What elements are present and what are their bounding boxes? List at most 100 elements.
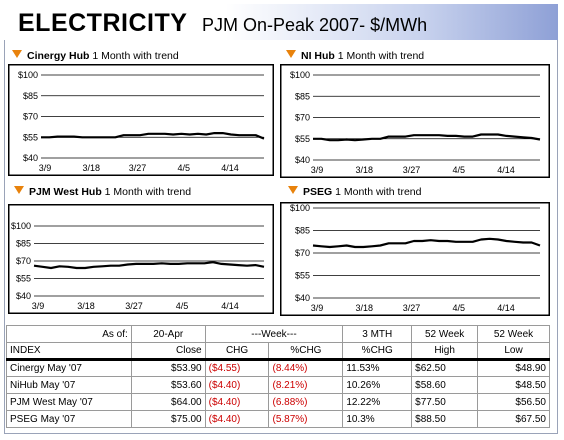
y-tick-label: $55 [23,132,38,142]
index-name: PJM West May '07 [6,393,132,411]
y-tick-label: $85 [16,239,31,249]
chart-hub-name: PJM West Hub [29,186,102,198]
x-tick-label: 3/18 [355,303,373,313]
week-pct-chg: (5.87%) [268,410,344,428]
x-tick-label: 3/18 [355,165,373,175]
ni-hub-chart: $40 $55 $70 $85 $100 3/9 3/18 3/27 4/5 4/14 [280,64,550,178]
price-series-line [313,133,541,142]
three-month-pct-chg: 12.22% [342,393,413,411]
column-header: Low [477,342,550,361]
cinergy-hub-chart: $40 $55 $70 $85 $100 3/9 3/18 3/27 4/5 4/14 [8,64,274,176]
column-header: %CHG [342,342,413,361]
table-row: Cinergy May '07 $53.90 ($4.55) (8.44%) 1… [6,359,550,377]
price-series-line [33,261,265,270]
x-tick-label: 4/5 [177,163,190,173]
x-tick-label: 4/14 [221,301,239,311]
three-month-pct-chg: 10.3% [342,410,413,428]
y-tick-label: $85 [23,91,38,101]
x-tick-label: 3/18 [82,163,100,173]
week-pct-chg: (6.88%) [268,393,344,411]
fifty-two-week-low: $48.90 [477,359,550,377]
y-tick-label: $100 [18,70,38,80]
x-tick-label: 3/9 [32,301,45,311]
y-tick-label: $100 [290,203,310,213]
x-tick-label: 4/14 [497,303,515,313]
x-tick-label: 3/27 [403,165,421,175]
chart-hub-name: PSEG [303,186,333,198]
y-tick-label: $85 [295,91,310,101]
table-row: NiHub May '07 $53.60 ($4.40) (8.21%) 10.… [6,376,550,394]
close-value: $75.00 [130,410,206,428]
x-tick-label: 4/14 [497,165,515,175]
fifty-two-week-high: $77.50 [411,393,479,411]
y-tick-label: $55 [295,271,310,281]
close-value: $53.60 [130,376,206,394]
x-tick-label: 4/5 [176,301,189,311]
chart-caption: 1 Month with trend [337,50,425,62]
chart-border [8,64,274,176]
fifty-two-week-high: $58.60 [411,376,479,394]
week-pct-chg: (8.44%) [268,359,344,377]
triangle-bullet-icon [288,186,298,194]
triangle-bullet-icon [14,186,24,194]
fifty-two-week-low: $56.50 [477,393,550,411]
title-banner: ELECTRICITY PJM On-Peak 2007- $/MWh [4,4,558,40]
x-tick-label: 3/9 [311,165,324,175]
x-tick-label: 4/5 [452,303,465,313]
three-month-header: 3 MTH [342,325,413,343]
table-header-row: As of: 20-Apr ---Week--- 3 MTH 52 Week 5… [6,325,550,343]
chart-caption: 1 Month with trend [335,186,422,198]
column-header: %CHG [268,342,344,361]
fifty-two-week-high: $62.50 [411,359,479,377]
week-group-header: ---Week--- [204,325,344,343]
close-value: $53.90 [130,359,206,377]
as-of-label: As of: [6,325,132,343]
x-tick-label: 4/14 [221,163,239,173]
pseg-chart: $40 $55 $70 $85 $100 3/9 3/18 3/27 4/5 4/14 [280,202,550,316]
y-tick-label: $40 [295,155,310,165]
price-series-line [41,131,265,140]
chart-border [280,202,550,316]
chart-title-pjmwest: PJM West Hub 1 Month with trend [14,186,191,198]
fifty-two-week-high: $88.50 [411,410,479,428]
fifty-two-week-header: 52 Week [477,325,550,343]
index-name: NiHub May '07 [6,376,132,394]
triangle-bullet-icon [12,50,22,58]
three-month-pct-chg: 10.26% [342,376,413,394]
chart-caption: 1 Month with trend [92,50,179,62]
chart-border [280,64,550,178]
price-table: As of: 20-Apr ---Week--- 3 MTH 52 Week 5… [6,325,550,428]
y-tick-label: $85 [295,226,310,236]
y-tick-label: $40 [16,291,31,301]
y-tick-label: $70 [295,248,310,258]
page-title: ELECTRICITY [18,9,188,37]
y-tick-label: $55 [16,274,31,284]
chart-hub-name: Cinergy Hub [27,50,90,62]
fifty-two-week-low: $48.50 [477,376,550,394]
fifty-two-week-low: $67.50 [477,410,550,428]
x-tick-label: 4/5 [452,165,465,175]
week-chg: ($4.55) [204,359,270,377]
y-tick-label: $40 [295,293,310,303]
index-name: Cinergy May '07 [6,359,132,377]
x-tick-label: 3/27 [403,303,421,313]
chart-title-cinergy: Cinergy Hub 1 Month with trend [12,50,179,62]
column-header: INDEX [6,342,132,361]
y-tick-label: $70 [295,113,310,123]
y-tick-label: $100 [11,221,31,231]
chart-caption: 1 Month with trend [104,186,192,198]
triangle-bullet-icon [286,50,296,58]
three-month-pct-chg: 11.53% [342,359,413,377]
week-chg: ($4.40) [204,410,270,428]
table-row: PSEG May '07 $75.00 ($4.40) (5.87%) 10.3… [6,410,550,428]
column-header: High [411,342,479,361]
chart-title-pseg: PSEG 1 Month with trend [288,186,422,198]
column-header: Close [130,342,206,361]
x-tick-label: 3/27 [125,301,143,311]
x-tick-label: 3/9 [311,303,324,313]
week-chg: ($4.40) [204,376,270,394]
chart-border [8,204,274,314]
y-tick-label: $55 [295,134,310,144]
page-subtitle: PJM On-Peak 2007- $/MWh [202,15,428,35]
x-tick-label: 3/27 [129,163,147,173]
